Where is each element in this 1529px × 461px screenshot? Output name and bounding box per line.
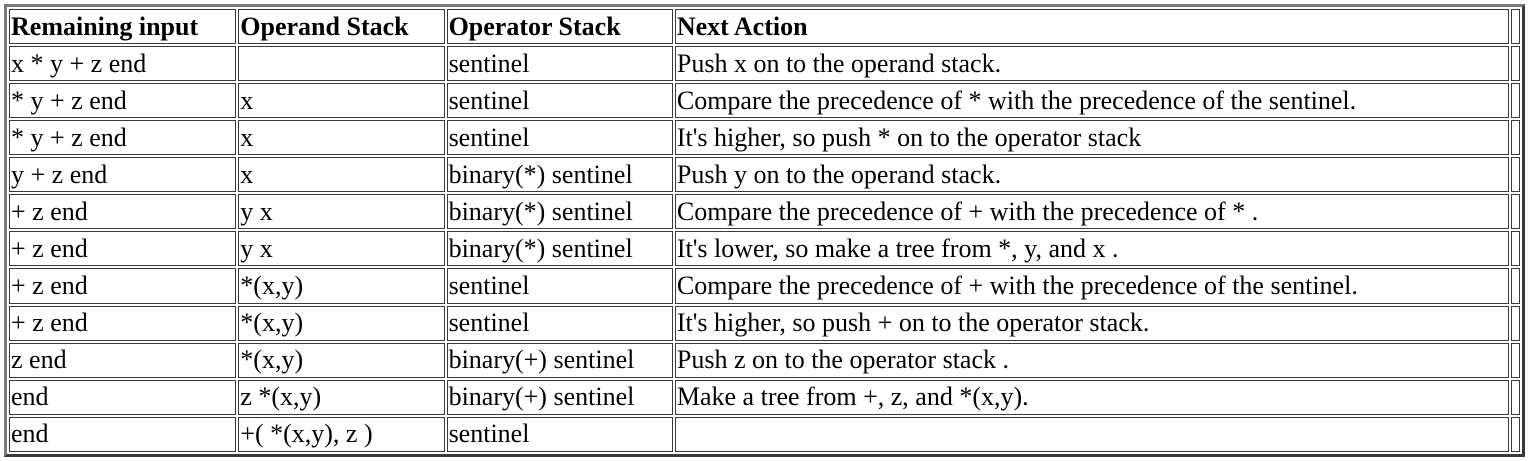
cell-operand-stack: +( *(x,y), z ) bbox=[238, 416, 445, 452]
cell-operand-stack bbox=[238, 46, 445, 82]
table-row: * y + z end x sentinel It's higher, so p… bbox=[9, 120, 1520, 156]
cell-remaining-input: end bbox=[9, 416, 237, 452]
header-remaining-input: Remaining input bbox=[9, 9, 237, 44]
cell-operand-stack: x bbox=[238, 157, 445, 193]
cell-operator-stack: binary(*) sentinel bbox=[446, 194, 673, 230]
cell-operator-stack: sentinel bbox=[446, 120, 673, 156]
cell-operator-stack: binary(*) sentinel bbox=[446, 231, 673, 267]
cell-next-action: Compare the precedence of + with the pre… bbox=[674, 194, 1509, 230]
cell-next-action bbox=[674, 416, 1509, 452]
cell-next-action: It's higher, so push * on to the operato… bbox=[674, 120, 1509, 156]
spacer-cell bbox=[1510, 268, 1520, 304]
cell-next-action: It's higher, so push + on to the operato… bbox=[674, 305, 1509, 341]
table-row: x * y + z end sentinel Push x on to the … bbox=[9, 46, 1520, 82]
cell-operand-stack: x bbox=[238, 83, 445, 119]
table-row: y + z end x binary(*) sentinel Push y on… bbox=[9, 157, 1520, 193]
cell-remaining-input: z end bbox=[9, 342, 237, 378]
cell-operator-stack: sentinel bbox=[446, 416, 673, 452]
cell-operator-stack: sentinel bbox=[446, 268, 673, 304]
spacer-cell bbox=[1510, 305, 1520, 341]
table-row: + z end y x binary(*) sentinel It's lowe… bbox=[9, 231, 1520, 267]
table-row: end z *(x,y) binary(+) sentinel Make a t… bbox=[9, 379, 1520, 415]
cell-remaining-input: + z end bbox=[9, 231, 237, 267]
cell-operand-stack: x bbox=[238, 120, 445, 156]
spacer-cell bbox=[1510, 46, 1520, 82]
header-operand-stack: Operand Stack bbox=[238, 9, 445, 44]
cell-next-action: Push z on to the operator stack . bbox=[674, 342, 1509, 378]
table-row: end +( *(x,y), z ) sentinel bbox=[9, 416, 1520, 452]
parsing-trace-table-frame: Remaining input Operand Stack Operator S… bbox=[4, 4, 1525, 457]
cell-next-action: Compare the precedence of + with the pre… bbox=[674, 268, 1509, 304]
cell-remaining-input: x * y + z end bbox=[9, 46, 237, 82]
cell-next-action: Push x on to the operand stack. bbox=[674, 46, 1509, 82]
cell-operator-stack: sentinel bbox=[446, 305, 673, 341]
cell-operator-stack: binary(+) sentinel bbox=[446, 379, 673, 415]
spacer-cell bbox=[1510, 157, 1520, 193]
cell-operand-stack: y x bbox=[238, 231, 445, 267]
cell-remaining-input: y + z end bbox=[9, 157, 237, 193]
cell-remaining-input: * y + z end bbox=[9, 120, 237, 156]
table-row: + z end *(x,y) sentinel Compare the prec… bbox=[9, 268, 1520, 304]
cell-operator-stack: binary(*) sentinel bbox=[446, 157, 673, 193]
cell-next-action: It's lower, so make a tree from *, y, an… bbox=[674, 231, 1509, 267]
cell-next-action: Push y on to the operand stack. bbox=[674, 157, 1509, 193]
parsing-trace-table: Remaining input Operand Stack Operator S… bbox=[7, 7, 1522, 454]
cell-operator-stack: sentinel bbox=[446, 46, 673, 82]
spacer-cell bbox=[1510, 194, 1520, 230]
cell-operand-stack: z *(x,y) bbox=[238, 379, 445, 415]
header-operator-stack: Operator Stack bbox=[446, 9, 673, 44]
cell-operand-stack: y x bbox=[238, 194, 445, 230]
cell-remaining-input: + z end bbox=[9, 305, 237, 341]
table-row: z end *(x,y) binary(+) sentinel Push z o… bbox=[9, 342, 1520, 378]
spacer-cell bbox=[1510, 379, 1520, 415]
spacer-cell bbox=[1510, 120, 1520, 156]
cell-next-action: Make a tree from +, z, and *(x,y). bbox=[674, 379, 1509, 415]
header-next-action: Next Action bbox=[674, 9, 1509, 44]
header-row: Remaining input Operand Stack Operator S… bbox=[9, 9, 1520, 44]
spacer-cell bbox=[1510, 83, 1520, 119]
cell-remaining-input: end bbox=[9, 379, 237, 415]
cell-operand-stack: *(x,y) bbox=[238, 305, 445, 341]
header-spacer-cell bbox=[1510, 9, 1520, 44]
table-row: + z end *(x,y) sentinel It's higher, so … bbox=[9, 305, 1520, 341]
cell-operator-stack: sentinel bbox=[446, 83, 673, 119]
spacer-cell bbox=[1510, 342, 1520, 378]
cell-operand-stack: *(x,y) bbox=[238, 342, 445, 378]
cell-operand-stack: *(x,y) bbox=[238, 268, 445, 304]
cell-remaining-input: + z end bbox=[9, 268, 237, 304]
table-row: + z end y x binary(*) sentinel Compare t… bbox=[9, 194, 1520, 230]
spacer-cell bbox=[1510, 231, 1520, 267]
cell-next-action: Compare the precedence of * with the pre… bbox=[674, 83, 1509, 119]
cell-operator-stack: binary(+) sentinel bbox=[446, 342, 673, 378]
spacer-cell bbox=[1510, 416, 1520, 452]
table-row: * y + z end x sentinel Compare the prece… bbox=[9, 83, 1520, 119]
cell-remaining-input: * y + z end bbox=[9, 83, 237, 119]
cell-remaining-input: + z end bbox=[9, 194, 237, 230]
